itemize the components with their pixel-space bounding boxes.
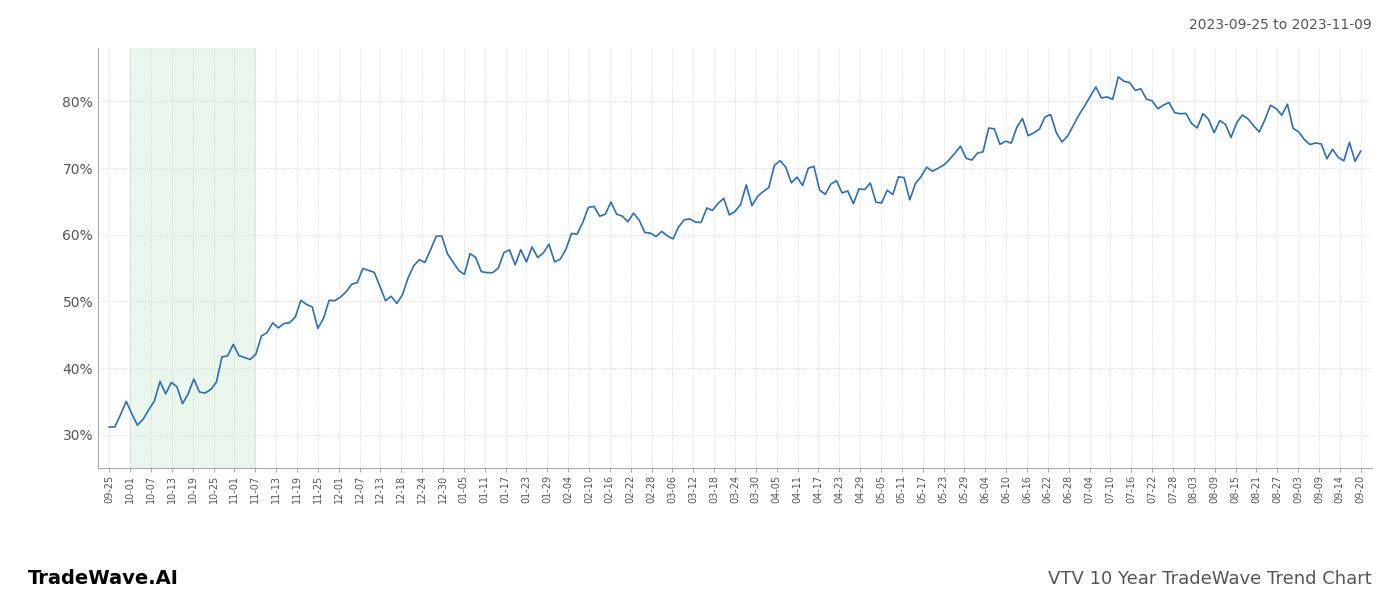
Text: TradeWave.AI: TradeWave.AI bbox=[28, 569, 179, 588]
Text: 2023-09-25 to 2023-11-09: 2023-09-25 to 2023-11-09 bbox=[1189, 18, 1372, 32]
Bar bbox=[130, 48, 255, 468]
Text: VTV 10 Year TradeWave Trend Chart: VTV 10 Year TradeWave Trend Chart bbox=[1049, 570, 1372, 588]
